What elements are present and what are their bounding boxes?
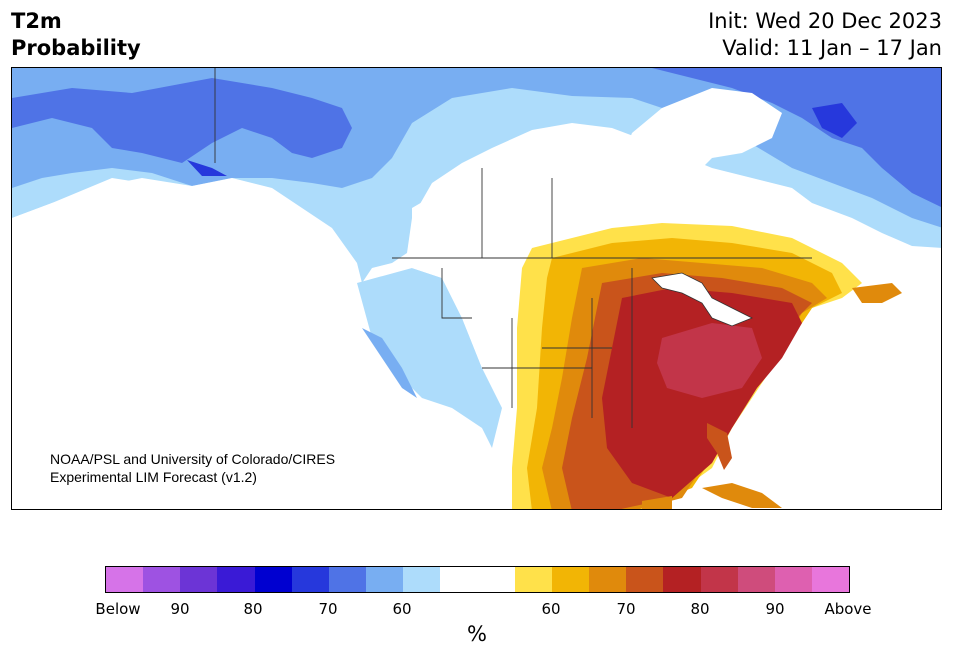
- colorbar-tick-label: 70: [318, 600, 338, 618]
- colorbar-segment: [626, 567, 664, 592]
- colorbar-segment: [589, 567, 627, 592]
- colorbar-segment: [403, 567, 441, 592]
- florida: [707, 423, 732, 470]
- colorbar-segment: [440, 567, 478, 592]
- east-us-core: [657, 323, 762, 398]
- map-title: T2m Probability: [11, 8, 141, 62]
- west-us-60: [357, 268, 502, 448]
- colorbar-tick-label: 80: [690, 600, 710, 618]
- credit-line-1: NOAA/PSL and University of Colorado/CIRE…: [50, 451, 335, 467]
- cuba: [702, 483, 782, 508]
- credit-line-2: Experimental LIM Forecast (v1.2): [50, 469, 257, 485]
- colorbar-segment: [514, 567, 552, 592]
- colorbar-segment: [737, 567, 775, 592]
- colorbar-segment: [477, 567, 515, 592]
- valid-dates: Valid: 11 Jan – 17 Jan: [722, 36, 942, 60]
- maritimes: [852, 283, 902, 303]
- colorbar-segment: [291, 567, 329, 592]
- init-date: Init: Wed 20 Dec 2023: [708, 9, 942, 33]
- colorbar-segment: [551, 567, 590, 592]
- forecast-dates: Init: Wed 20 Dec 2023 Valid: 11 Jan – 17…: [708, 8, 942, 62]
- title-line-1: T2m: [11, 9, 62, 33]
- colorbar-segment: [328, 567, 367, 592]
- colorbar-segment: [774, 567, 812, 592]
- colorbar-unit-label: %: [467, 622, 487, 646]
- colorbar-tick-label: 60: [541, 600, 561, 618]
- colorbar-tick-label: Above: [824, 600, 872, 618]
- colorbar-tick-label: 90: [170, 600, 190, 618]
- colorbar-segment: [180, 567, 218, 592]
- title-line-2: Probability: [11, 36, 141, 60]
- hudson-bay: [622, 88, 782, 188]
- probability-map-graphic: NOAA/PSL and University of Colorado/CIRE…: [12, 68, 941, 509]
- colorbar-tick-label: 60: [392, 600, 412, 618]
- forecast-map: NOAA/PSL and University of Colorado/CIRE…: [11, 67, 942, 510]
- colorbar-segment: [700, 567, 738, 592]
- great-lakes: [651, 272, 753, 327]
- colorbar-segment: [366, 567, 404, 592]
- colorbar-tick-label: 90: [765, 600, 785, 618]
- colorbar-tick-label: 70: [616, 600, 636, 618]
- colorbar-segment: [663, 567, 701, 592]
- colorbar-segment: [143, 567, 181, 592]
- colorbar-segment: [811, 567, 850, 592]
- colorbar-tick-label: 80: [243, 600, 263, 618]
- colorbar-tick-label: Below: [95, 600, 141, 618]
- colorbar-segment: [254, 567, 292, 592]
- colorbar-segment: [217, 567, 255, 592]
- probability-colorbar: [105, 566, 850, 593]
- hudson-region-90: [812, 103, 857, 138]
- pacific-ocean: [12, 178, 501, 509]
- north-land-80: [12, 78, 352, 163]
- colorbar-segment: [106, 567, 144, 592]
- west-us-70: [362, 328, 417, 398]
- alaska-coast-90: [187, 160, 227, 176]
- borders: [214, 68, 812, 428]
- yucatan: [642, 496, 672, 509]
- northeast-canada-80: [652, 68, 941, 208]
